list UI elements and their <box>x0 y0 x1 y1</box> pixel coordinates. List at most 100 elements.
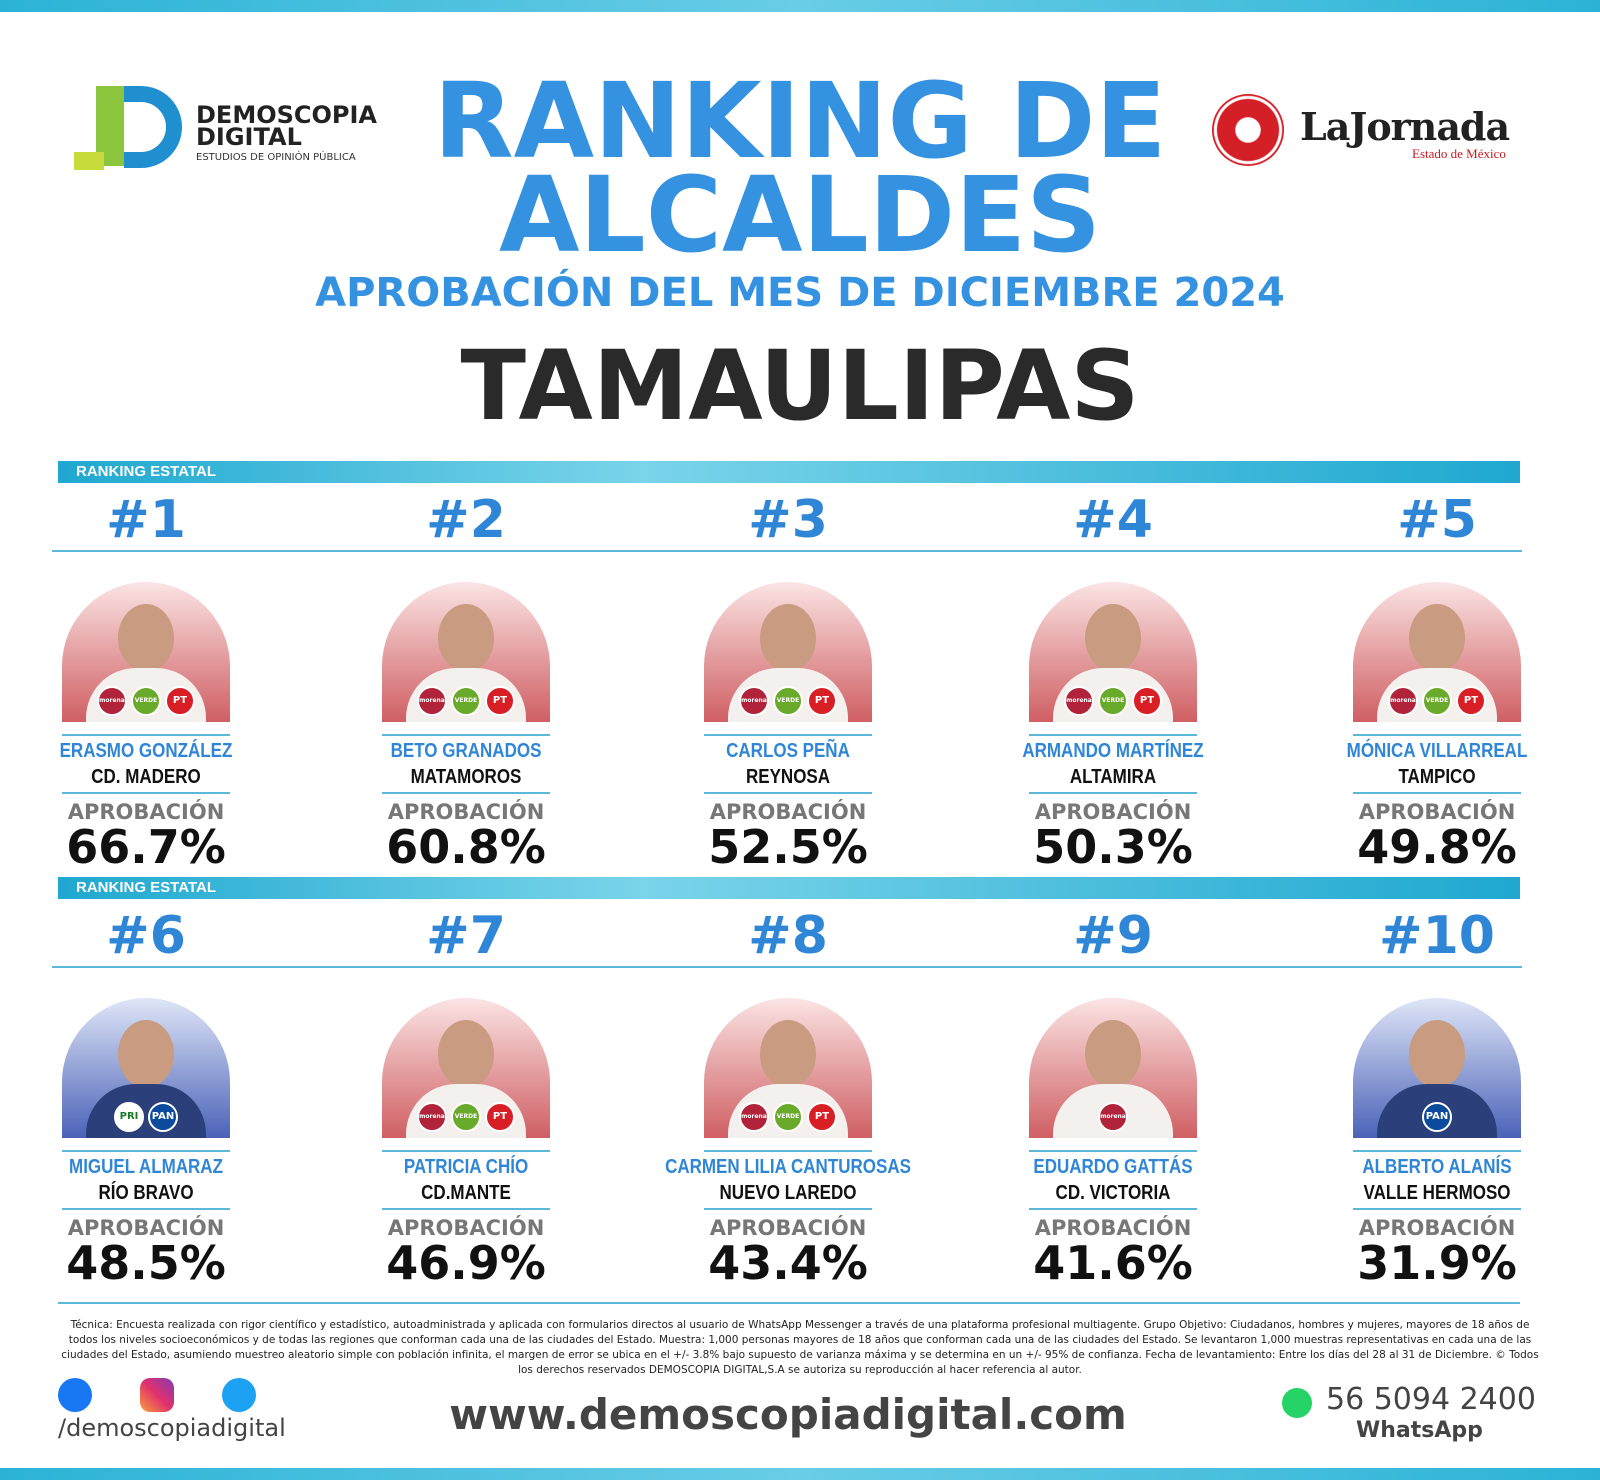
section-bar <box>58 461 1520 483</box>
rule <box>1353 1150 1521 1152</box>
city: CD. VICTORIA <box>1055 1182 1171 1204</box>
rank: #6 <box>106 906 186 966</box>
city: TAMPICO <box>1398 766 1476 788</box>
party-badge: morena <box>1098 1102 1128 1132</box>
rule <box>1029 792 1197 794</box>
bottom-bar <box>0 1468 1600 1480</box>
party-badge: PAN <box>148 1102 178 1132</box>
approval-label: APROBACIÓN <box>1034 1216 1192 1240</box>
approval: 52.5% <box>708 820 868 874</box>
party-badge: VERDE <box>451 686 481 716</box>
party-badge: morena <box>739 686 769 716</box>
section-bar <box>58 877 1520 899</box>
party-badge: morena <box>1388 686 1418 716</box>
logo-tagline: ESTUDIOS DE OPINIÓN PÚBLICA <box>196 152 356 163</box>
approval-label: APROBACIÓN <box>709 800 867 824</box>
lajornada-region: Estado de México <box>1412 146 1506 161</box>
logo-text: DIGITAL <box>196 123 302 151</box>
mayor-name: ARMANDO MARTÍNEZ <box>1022 740 1204 762</box>
twitter-icon[interactable] <box>222 1378 256 1412</box>
rule <box>382 1208 550 1210</box>
mayor-name: CARMEN LILIA CANTUROSAS <box>665 1156 911 1178</box>
city: ALTAMIRA <box>1069 766 1157 788</box>
party-badge: VERDE <box>451 1102 481 1132</box>
rule <box>382 1150 550 1152</box>
party-badge: morena <box>97 686 127 716</box>
approval-label: APROBACIÓN <box>387 1216 545 1240</box>
phone[interactable]: 56 5094 2400 <box>1326 1382 1536 1417</box>
rule <box>382 734 550 736</box>
approval-label: APROBACIÓN <box>709 1216 867 1240</box>
approval: 48.5% <box>66 1236 226 1290</box>
approval-label: APROBACIÓN <box>1358 800 1516 824</box>
rank: #7 <box>426 906 506 966</box>
approval-label: APROBACIÓN <box>67 1216 225 1240</box>
party-badge: morena <box>739 1102 769 1132</box>
city: MATAMOROS <box>410 766 522 788</box>
party-badge: VERDE <box>1422 686 1452 716</box>
party-badge: morena <box>417 1102 447 1132</box>
mayor-name: CARLOS PEÑA <box>726 740 850 762</box>
mayor-name: PATRICIA CHÍO <box>403 1156 529 1178</box>
photo <box>62 998 230 1138</box>
party-badge: PT <box>1132 686 1162 716</box>
mayor-name: MIGUEL ALMARAZ <box>69 1156 223 1178</box>
rule <box>1353 792 1521 794</box>
approval: 46.9% <box>386 1236 546 1290</box>
party-badge: PRI <box>114 1102 144 1132</box>
approval-label: APROBACIÓN <box>1358 1216 1516 1240</box>
logo-mark <box>74 86 182 172</box>
party-badge: morena <box>417 686 447 716</box>
website[interactable]: www.demoscopiadigital.com <box>449 1390 1127 1439</box>
section-label: RANKING ESTATAL <box>76 879 216 896</box>
party-badge: VERDE <box>1098 686 1128 716</box>
rule <box>62 1208 230 1210</box>
logo-text: DEMOSCOPIA <box>196 101 377 129</box>
city: NUEVO LAREDO <box>719 1182 857 1204</box>
city: VALLE HERMOSO <box>1363 1182 1511 1204</box>
party-badge: VERDE <box>131 686 161 716</box>
whatsapp-icon <box>1282 1388 1312 1418</box>
rank: #8 <box>748 906 828 966</box>
state: TAMAULIPAS <box>460 330 1140 442</box>
instagram-icon[interactable] <box>140 1378 174 1412</box>
approval: 41.6% <box>1033 1236 1193 1290</box>
party-badge: VERDE <box>773 1102 803 1132</box>
rule <box>1029 1208 1197 1210</box>
party-badge: PAN <box>1422 1102 1452 1132</box>
city: CD.MANTE <box>421 1182 511 1204</box>
divider <box>58 1302 1520 1304</box>
city: RÍO BRAVO <box>98 1182 194 1204</box>
approval-label: APROBACIÓN <box>387 800 545 824</box>
rank: #4 <box>1073 490 1153 550</box>
rule <box>1029 1150 1197 1152</box>
rank: #9 <box>1073 906 1153 966</box>
rule <box>1353 1208 1521 1210</box>
rule <box>1353 734 1521 736</box>
mayor-name: EDUARDO GATTÁS <box>1033 1156 1193 1178</box>
photo <box>1353 998 1521 1138</box>
approval: 43.4% <box>708 1236 868 1290</box>
rank: #5 <box>1397 490 1477 550</box>
mayor-name: ALBERTO ALANÍS <box>1362 1156 1512 1178</box>
rule <box>704 1208 872 1210</box>
section-label: RANKING ESTATAL <box>76 463 216 480</box>
mayor-name: BETO GRANADOS <box>390 740 542 762</box>
rule <box>704 734 872 736</box>
subtitle: APROBACIÓN DEL MES DE DICIEMBRE 2024 <box>315 270 1285 316</box>
approval: 66.7% <box>66 820 226 874</box>
rule <box>1029 734 1197 736</box>
rule <box>62 792 230 794</box>
facebook-icon[interactable] <box>58 1378 92 1412</box>
social-handle[interactable]: /demoscopiadigital <box>58 1414 286 1442</box>
approval: 50.3% <box>1033 820 1193 874</box>
divider <box>52 966 1522 968</box>
party-badge: PT <box>485 1102 515 1132</box>
party-badge: PT <box>807 686 837 716</box>
party-badge: PT <box>1456 686 1486 716</box>
divider <box>52 550 1522 552</box>
mayor-name: ERASMO GONZÁLEZ <box>59 740 233 762</box>
party-badge: PT <box>807 1102 837 1132</box>
party-badge: VERDE <box>773 686 803 716</box>
